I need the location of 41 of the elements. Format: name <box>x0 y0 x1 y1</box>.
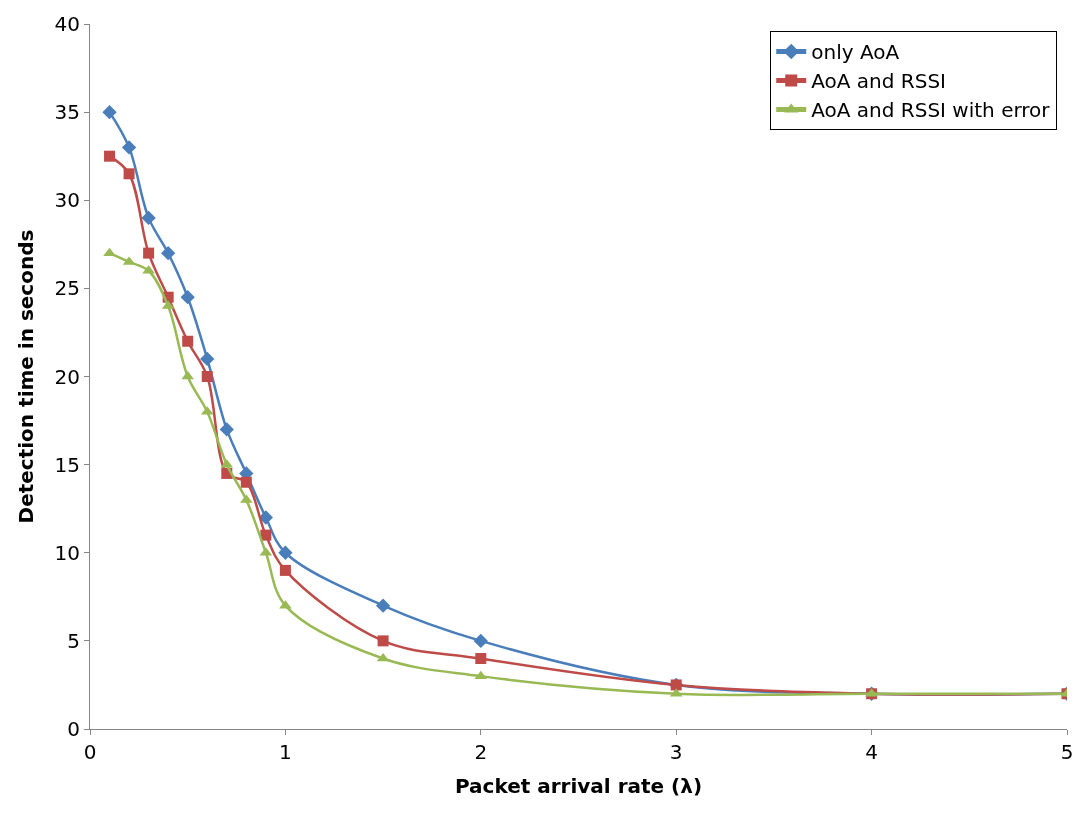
x-axis-title: Packet arrival rate (λ) <box>454 773 703 798</box>
point <box>102 104 117 120</box>
x-tick-label: 1 <box>279 740 292 764</box>
point <box>123 168 135 180</box>
point <box>104 150 116 162</box>
point <box>258 510 274 525</box>
point <box>161 245 176 261</box>
y-tick-label: 10 <box>54 540 80 565</box>
point <box>201 371 213 382</box>
y-tick-label: 40 <box>54 12 80 36</box>
y-tick-label: 0 <box>67 717 80 741</box>
x-tick-label: 2 <box>474 740 488 764</box>
point <box>375 598 391 613</box>
legend-label: AoA and RSSI <box>811 69 947 94</box>
y-tick-label: 5 <box>67 628 80 653</box>
x-tick-label: 5 <box>1060 740 1074 764</box>
y-tick-label: 25 <box>54 276 80 301</box>
point <box>182 335 194 347</box>
point <box>143 247 155 259</box>
legend-label: AoA and RSSI with error <box>811 98 1051 123</box>
point <box>240 476 252 488</box>
point <box>121 140 137 155</box>
y-tick-label: 20 <box>54 364 80 389</box>
point <box>278 545 293 560</box>
point <box>200 351 215 367</box>
x-tick-label: 4 <box>865 740 878 764</box>
x-tick-label: 3 <box>669 740 683 764</box>
point <box>279 564 291 576</box>
x-tick-label: 0 <box>83 740 97 764</box>
y-tick-label: 15 <box>54 452 80 477</box>
point <box>180 290 195 305</box>
legend-label: only AoA <box>811 40 900 65</box>
point <box>219 422 234 437</box>
point <box>260 529 272 541</box>
y-tick-label: 30 <box>54 188 80 213</box>
y-tick-label: 35 <box>54 100 80 125</box>
y-axis-title: Detection time in seconds <box>14 229 39 524</box>
point <box>473 633 488 649</box>
point <box>377 635 389 647</box>
point <box>475 653 487 664</box>
point <box>141 210 156 226</box>
